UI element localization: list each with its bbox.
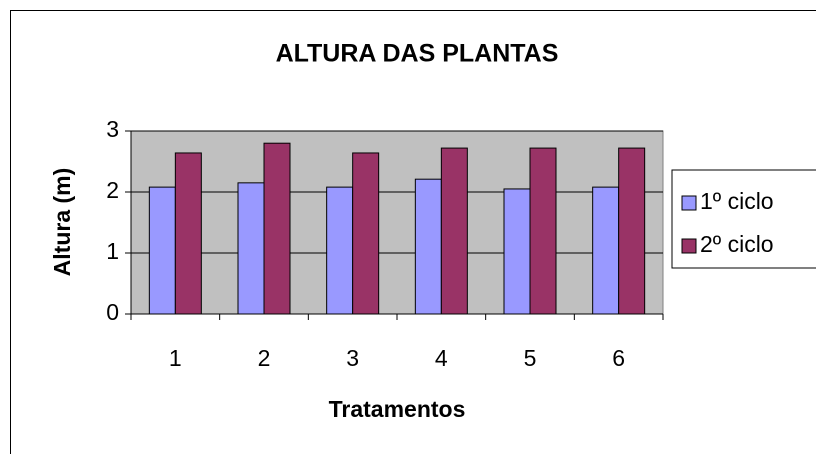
bar <box>618 147 646 315</box>
bar <box>174 152 202 315</box>
y-tick-label: 2 <box>106 177 119 203</box>
chart-title: ALTURA DAS PLANTAS <box>276 40 559 68</box>
bar <box>592 186 620 315</box>
y-tick-label: 0 <box>106 299 119 325</box>
legend-label: 1º ciclo <box>700 188 774 214</box>
x-tick-label: 6 <box>612 345 625 371</box>
legend-swatch <box>681 238 697 254</box>
x-tick-label: 1 <box>169 345 182 371</box>
x-axis-label: Tratamentos <box>329 396 466 422</box>
bar <box>237 182 265 315</box>
y-tick-label: 1 <box>106 238 119 264</box>
bar <box>529 147 557 315</box>
y-tick-label: 3 <box>106 116 119 142</box>
bar <box>263 142 291 315</box>
x-tick-label: 2 <box>258 345 271 371</box>
bar <box>414 178 442 315</box>
x-tick-label: 4 <box>435 345 448 371</box>
legend-swatch <box>681 195 697 211</box>
bar <box>352 152 380 315</box>
bar <box>326 186 354 315</box>
legend-label: 2º ciclo <box>700 231 774 257</box>
x-tick-label: 3 <box>346 345 359 371</box>
y-axis-label: Altura (m) <box>49 168 75 277</box>
bar <box>148 186 176 315</box>
bar <box>503 188 531 315</box>
x-tick-label: 5 <box>524 345 537 371</box>
plot-area <box>130 130 664 315</box>
bar <box>440 147 468 315</box>
